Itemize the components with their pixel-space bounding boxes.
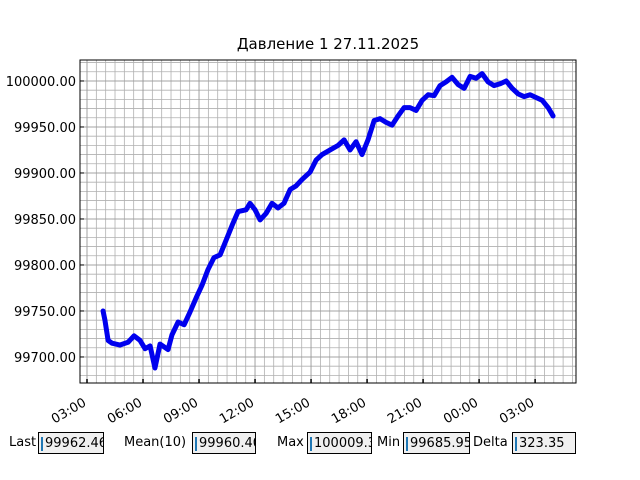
y-tick-label: 99750.00 bbox=[14, 305, 76, 320]
x-tick-label: 09:00 bbox=[161, 395, 201, 427]
text-box[interactable]: 99685.95 bbox=[403, 432, 470, 454]
x-tick-label: 18:00 bbox=[329, 395, 369, 427]
text-box[interactable]: 99960.40 bbox=[192, 432, 256, 454]
widget-label: Max bbox=[277, 435, 304, 450]
chart-title: Давление 1 27.11.2025 bbox=[237, 35, 419, 53]
text-box[interactable]: 99962.46 bbox=[38, 432, 104, 454]
x-tick-label: 21:00 bbox=[385, 395, 425, 427]
text-box[interactable]: 100009.30 bbox=[307, 432, 372, 454]
x-tick-label: 00:00 bbox=[441, 395, 481, 427]
widget-label: Delta bbox=[473, 435, 508, 450]
y-tick-label: 99700.00 bbox=[14, 351, 76, 366]
y-tick-label: 99850.00 bbox=[14, 213, 76, 228]
y-tick-label: 100000.00 bbox=[6, 75, 76, 90]
widget-label: Last bbox=[9, 435, 37, 450]
y-tick-label: 99950.00 bbox=[14, 121, 76, 136]
y-tick-label: 99800.00 bbox=[14, 259, 76, 274]
x-tick-label: 03:00 bbox=[497, 395, 537, 427]
widget-label: Min bbox=[377, 435, 401, 450]
x-tick-label: 03:00 bbox=[49, 395, 89, 427]
widget-label: Mean(10) bbox=[124, 435, 187, 450]
x-tick-label: 06:00 bbox=[105, 395, 145, 427]
data-line bbox=[100, 71, 556, 371]
text-box[interactable]: 323.35 bbox=[512, 432, 576, 454]
x-tick-label: 15:00 bbox=[273, 395, 313, 427]
plot-frame bbox=[79, 59, 577, 384]
x-tick-label: 12:00 bbox=[217, 395, 257, 427]
y-tick-label: 99900.00 bbox=[14, 167, 76, 182]
